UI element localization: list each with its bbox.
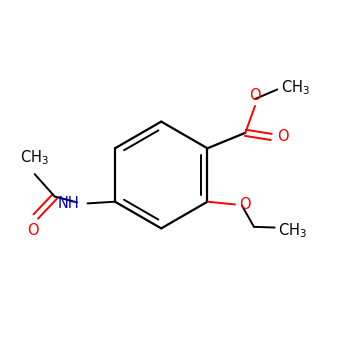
Text: CH$_3$: CH$_3$ — [278, 221, 307, 240]
Text: O: O — [278, 130, 289, 145]
Text: O: O — [239, 197, 251, 212]
Text: CH$_3$: CH$_3$ — [281, 78, 310, 97]
Text: O: O — [249, 88, 261, 103]
Text: CH$_3$: CH$_3$ — [20, 148, 49, 167]
Text: O: O — [27, 223, 39, 238]
Text: NH: NH — [58, 196, 80, 211]
